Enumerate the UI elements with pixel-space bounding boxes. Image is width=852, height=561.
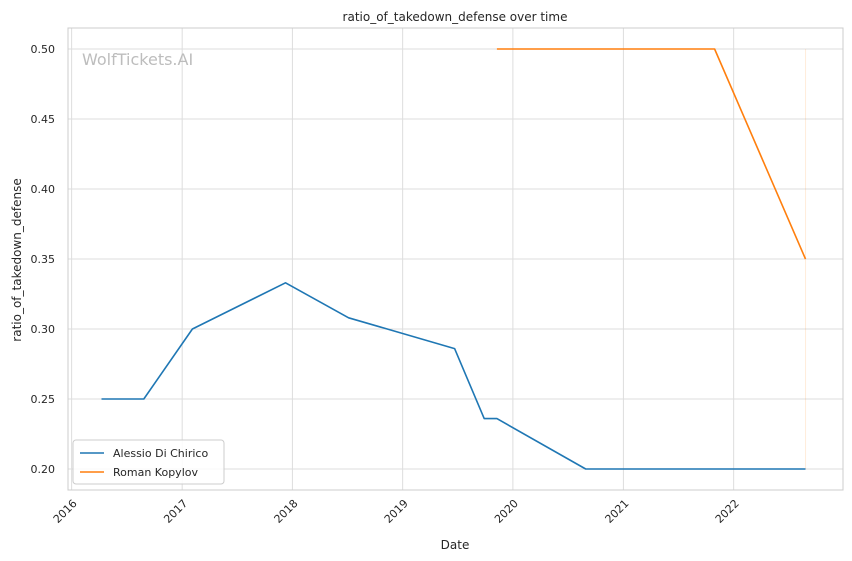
y-tick-label: 0.20	[31, 463, 56, 476]
y-tick-labels: 0.20 0.25 0.30 0.35 0.40 0.45 0.50	[31, 43, 56, 476]
y-tick-label: 0.50	[31, 43, 56, 56]
legend-box	[72, 439, 225, 485]
y-tick-label: 0.35	[31, 253, 56, 266]
y-axis-label: ratio_of_takedown_defense	[10, 178, 24, 341]
plot-frame	[67, 27, 844, 491]
legend-label-roman: Roman Kopylov	[113, 466, 198, 479]
series-lines	[101, 48, 807, 470]
x-tick-label: 2021	[603, 497, 632, 526]
x-tick-label: 2017	[161, 497, 190, 526]
x-tick-label: 2018	[272, 497, 301, 526]
series-line-1	[496, 48, 807, 260]
x-axis-label: Date	[441, 538, 470, 552]
y-tick-label: 0.45	[31, 113, 56, 126]
x-tick-label: 2019	[382, 497, 411, 526]
y-tick-label: 0.40	[31, 183, 56, 196]
chart-title: ratio_of_takedown_defense over time	[343, 10, 568, 24]
series-line-0	[101, 281, 806, 470]
x-tick-label: 2020	[492, 497, 521, 526]
legend: Alessio Di Chirico Roman Kopylov	[72, 439, 225, 485]
watermark: WolfTickets.AI	[82, 50, 193, 69]
x-tick-label: 2016	[51, 497, 80, 526]
y-tick-label: 0.25	[31, 393, 56, 406]
grid-lines	[68, 28, 843, 490]
y-tick-label: 0.30	[31, 323, 56, 336]
legend-label-alessio: Alessio Di Chirico	[113, 447, 208, 460]
x-tick-labels: 2016 2017 2018 2019 2020 2021 2022	[51, 497, 742, 526]
x-tick-label: 2022	[713, 497, 742, 526]
